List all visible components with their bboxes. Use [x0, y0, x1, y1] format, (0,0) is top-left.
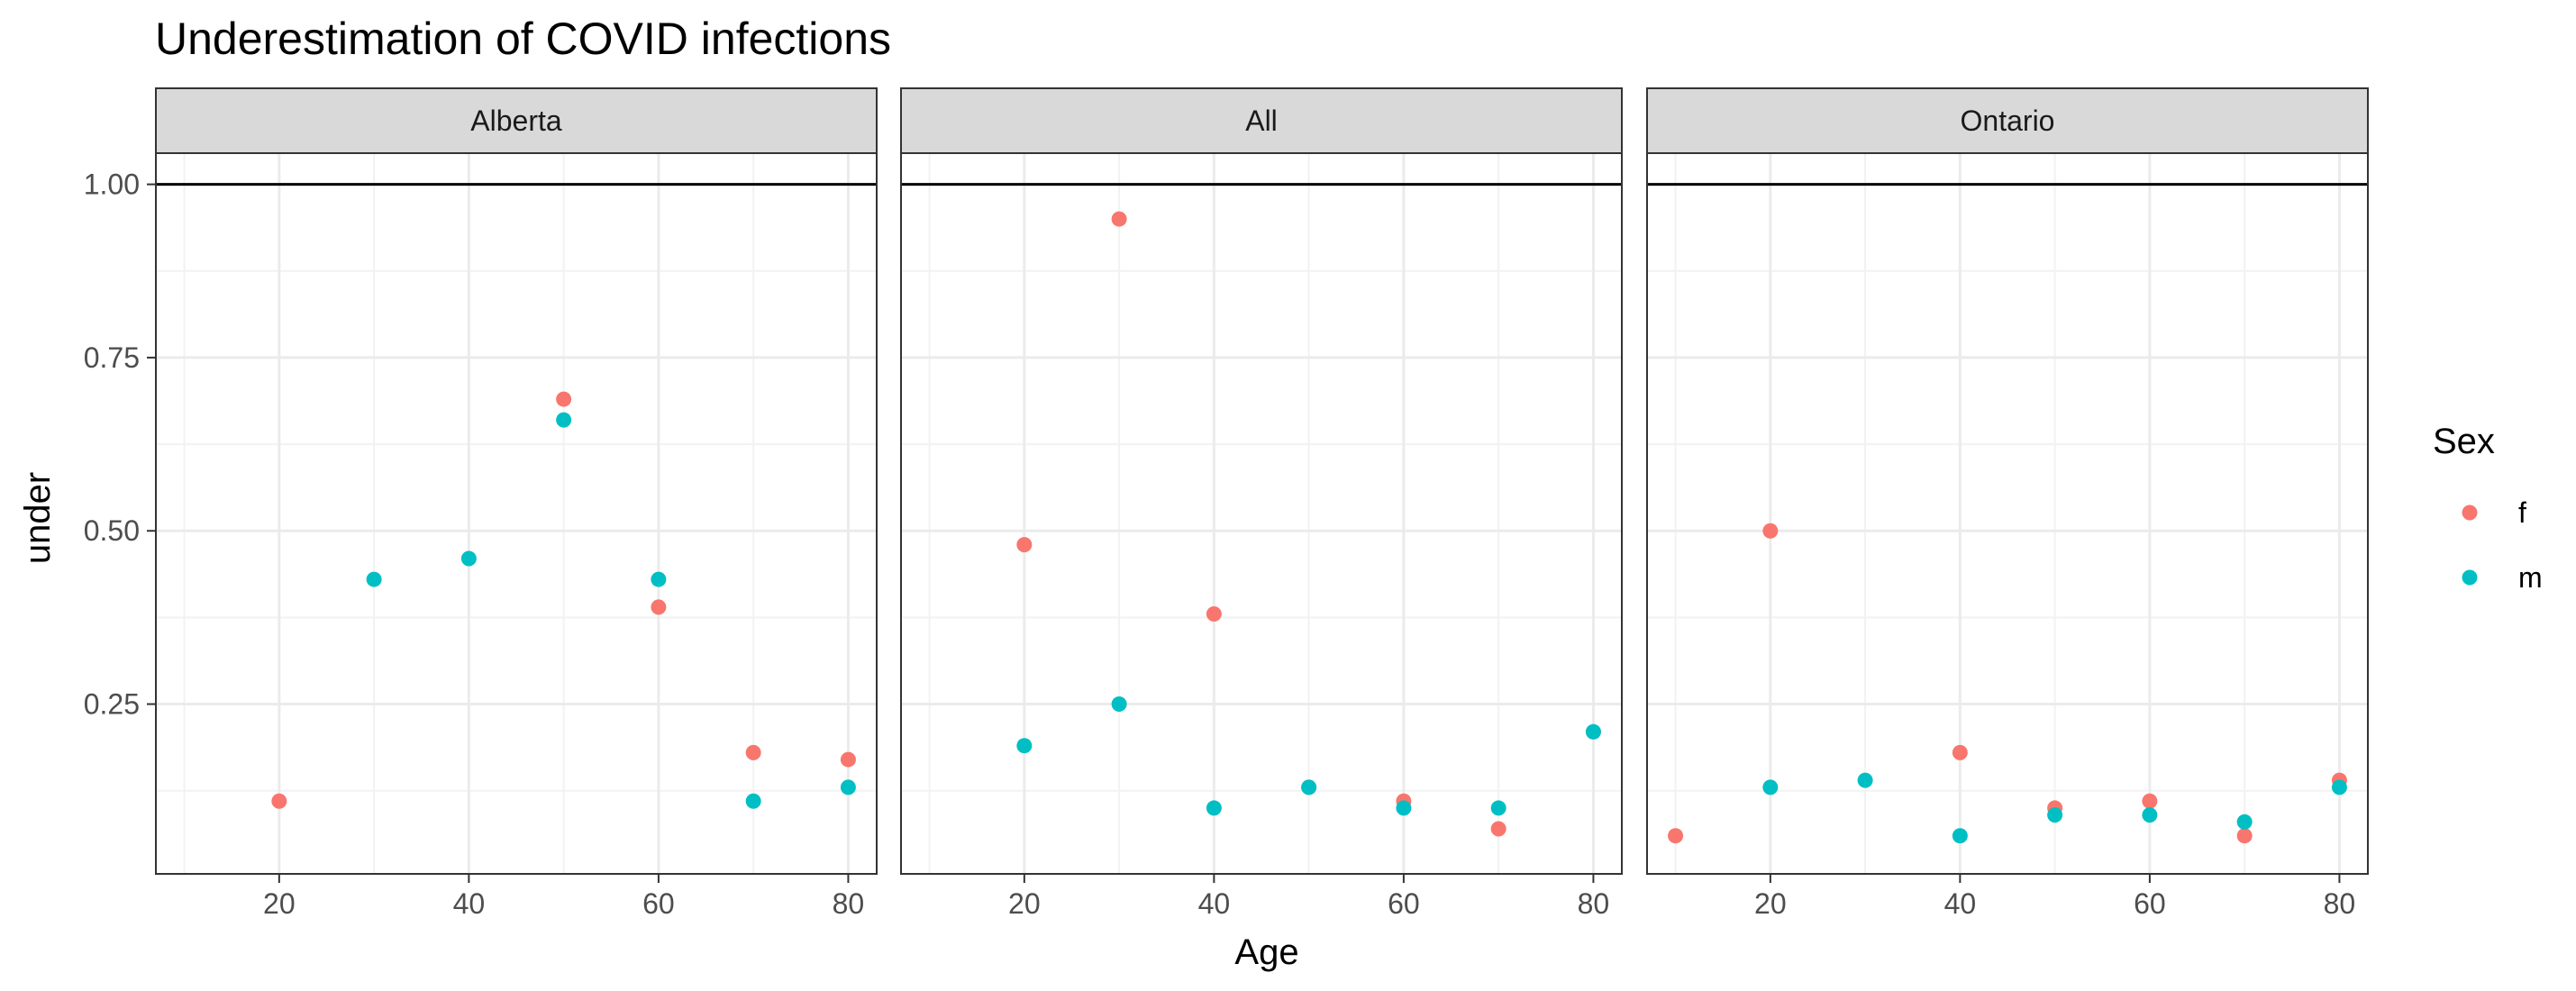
y-tick-label: 0.25 — [84, 688, 140, 721]
data-point-m — [2142, 807, 2158, 823]
data-point-m — [745, 793, 761, 809]
x-tick-label: 40 — [453, 887, 486, 920]
data-point-m — [1396, 800, 1412, 816]
data-point-f — [2236, 828, 2253, 844]
legend-key-m — [2462, 569, 2478, 586]
panel-background — [901, 153, 1622, 874]
data-point-f — [1952, 744, 1968, 760]
facet-panel-alberta: Alberta 20 40 60 80 — [155, 87, 878, 920]
x-tick-label: 20 — [263, 887, 296, 920]
data-point-m — [1111, 696, 1127, 713]
legend-label-f: f — [2518, 496, 2526, 529]
facet-strip-label: All — [1245, 105, 1278, 137]
y-axis-title: under — [18, 472, 58, 564]
y-tick-label: 0.75 — [84, 341, 140, 374]
data-point-m — [1762, 779, 1779, 796]
data-point-m — [556, 412, 572, 428]
data-point-f — [271, 793, 287, 809]
data-point-f — [2142, 793, 2158, 809]
data-point-m — [1952, 828, 1968, 844]
x-axis-title: Age — [1234, 932, 1298, 972]
data-point-m — [1016, 738, 1033, 754]
data-point-f — [1490, 821, 1506, 837]
panel-background — [1647, 153, 2368, 874]
data-point-m — [1585, 723, 1601, 740]
legend: Sex fm — [2433, 422, 2543, 594]
facet-panel-ontario: Ontario 20 40 60 80 — [1646, 87, 2369, 920]
facet-panels: Alberta 20 40 60 80 All 20 40 60 80 Ontario 20 40 60 8… — [155, 87, 2369, 920]
y-tick-label: 1.00 — [84, 168, 140, 201]
x-tick-label: 80 — [833, 887, 865, 920]
data-point-m — [1490, 800, 1506, 816]
facet-strip-label: Ontario — [1961, 105, 2055, 137]
x-tick-label: 60 — [2134, 887, 2166, 920]
legend-title: Sex — [2433, 422, 2495, 461]
x-tick-label: 40 — [1944, 887, 1977, 920]
legend-key-f — [2462, 505, 2478, 521]
facet-strip — [1646, 87, 2369, 154]
data-point-f — [1762, 523, 1779, 539]
data-point-f — [651, 599, 667, 615]
data-point-m — [1857, 772, 1873, 788]
y-tick-label: 0.50 — [84, 514, 140, 547]
x-tick-label: 80 — [1578, 887, 1610, 920]
facet-strip — [155, 87, 878, 154]
legend-label-m: m — [2518, 561, 2543, 594]
panel-border — [155, 152, 878, 875]
facet-panel-all: All 20 40 60 80 — [900, 87, 1623, 920]
data-point-f — [1016, 537, 1033, 553]
data-point-f — [1668, 828, 1684, 844]
data-point-m — [2047, 807, 2063, 823]
data-point-m — [1206, 800, 1222, 816]
data-point-f — [1206, 606, 1222, 623]
data-point-m — [460, 550, 477, 567]
x-tick-label: 40 — [1198, 887, 1231, 920]
facet-strip-label: Alberta — [470, 105, 562, 137]
data-point-m — [1301, 779, 1317, 796]
panel-border — [1646, 152, 2369, 875]
data-point-m — [366, 571, 382, 587]
data-point-f — [840, 751, 856, 768]
data-point-m — [840, 779, 856, 796]
x-tick-label: 60 — [1388, 887, 1420, 920]
data-point-m — [2331, 779, 2347, 796]
data-point-f — [1111, 211, 1127, 227]
data-point-f — [745, 744, 761, 760]
x-tick-label: 60 — [642, 887, 675, 920]
chart-title: Underestimation of COVID infections — [155, 14, 891, 64]
data-point-m — [651, 571, 667, 587]
x-tick-label: 80 — [2324, 887, 2356, 920]
x-tick-label: 20 — [1008, 887, 1041, 920]
panel-background — [156, 153, 877, 874]
facet-strip — [900, 87, 1623, 154]
data-point-m — [2236, 814, 2253, 830]
data-point-f — [556, 391, 572, 407]
panel-border — [900, 152, 1623, 875]
x-tick-label: 20 — [1754, 887, 1787, 920]
